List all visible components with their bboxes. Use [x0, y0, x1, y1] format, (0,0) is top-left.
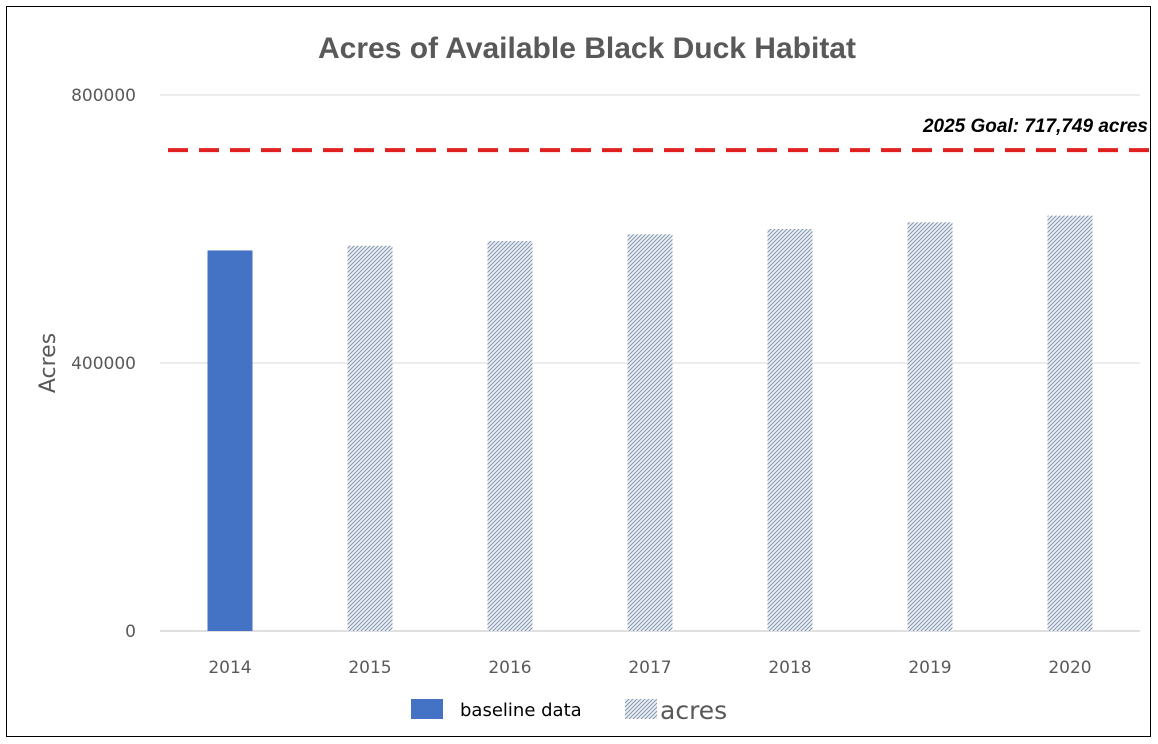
x-tick-label: 2018 — [768, 658, 811, 678]
x-tick-label: 2019 — [908, 658, 951, 678]
bar-2018 — [767, 229, 813, 631]
legend-swatch-baseline — [411, 699, 443, 719]
chart-title: Acres of Available Black Duck Habitat — [318, 32, 856, 65]
legend-label-baseline: baseline data — [460, 700, 582, 721]
legend: baseline data acres — [411, 696, 727, 725]
bar-2014 — [207, 250, 253, 631]
x-axis-ticks: 2014 2015 2016 2017 2018 2019 2020 — [208, 658, 1091, 678]
y-axis-label: Acres — [36, 333, 61, 393]
bar-2016 — [487, 241, 533, 631]
x-tick-label: 2016 — [488, 658, 531, 678]
x-tick-label: 2017 — [628, 658, 671, 678]
y-tick-label: 0 — [125, 622, 136, 642]
x-tick-label: 2014 — [208, 658, 251, 678]
bar-2015 — [347, 245, 393, 631]
x-tick-label: 2015 — [348, 658, 391, 678]
legend-label-acres: acres — [660, 696, 727, 725]
legend-swatch-acres — [625, 699, 657, 719]
x-tick-label: 2020 — [1048, 658, 1091, 678]
bar-2017 — [627, 234, 673, 632]
bars — [207, 215, 1093, 632]
bar-2020 — [1047, 215, 1093, 631]
y-axis-ticks: 0 400000 800000 — [71, 86, 136, 642]
goal-label: 2025 Goal: 717,749 acres — [922, 116, 1148, 137]
chart-frame — [6, 6, 1151, 737]
y-tick-label: 400000 — [71, 354, 136, 374]
y-tick-label: 800000 — [71, 86, 136, 106]
bar-2019 — [907, 222, 953, 632]
